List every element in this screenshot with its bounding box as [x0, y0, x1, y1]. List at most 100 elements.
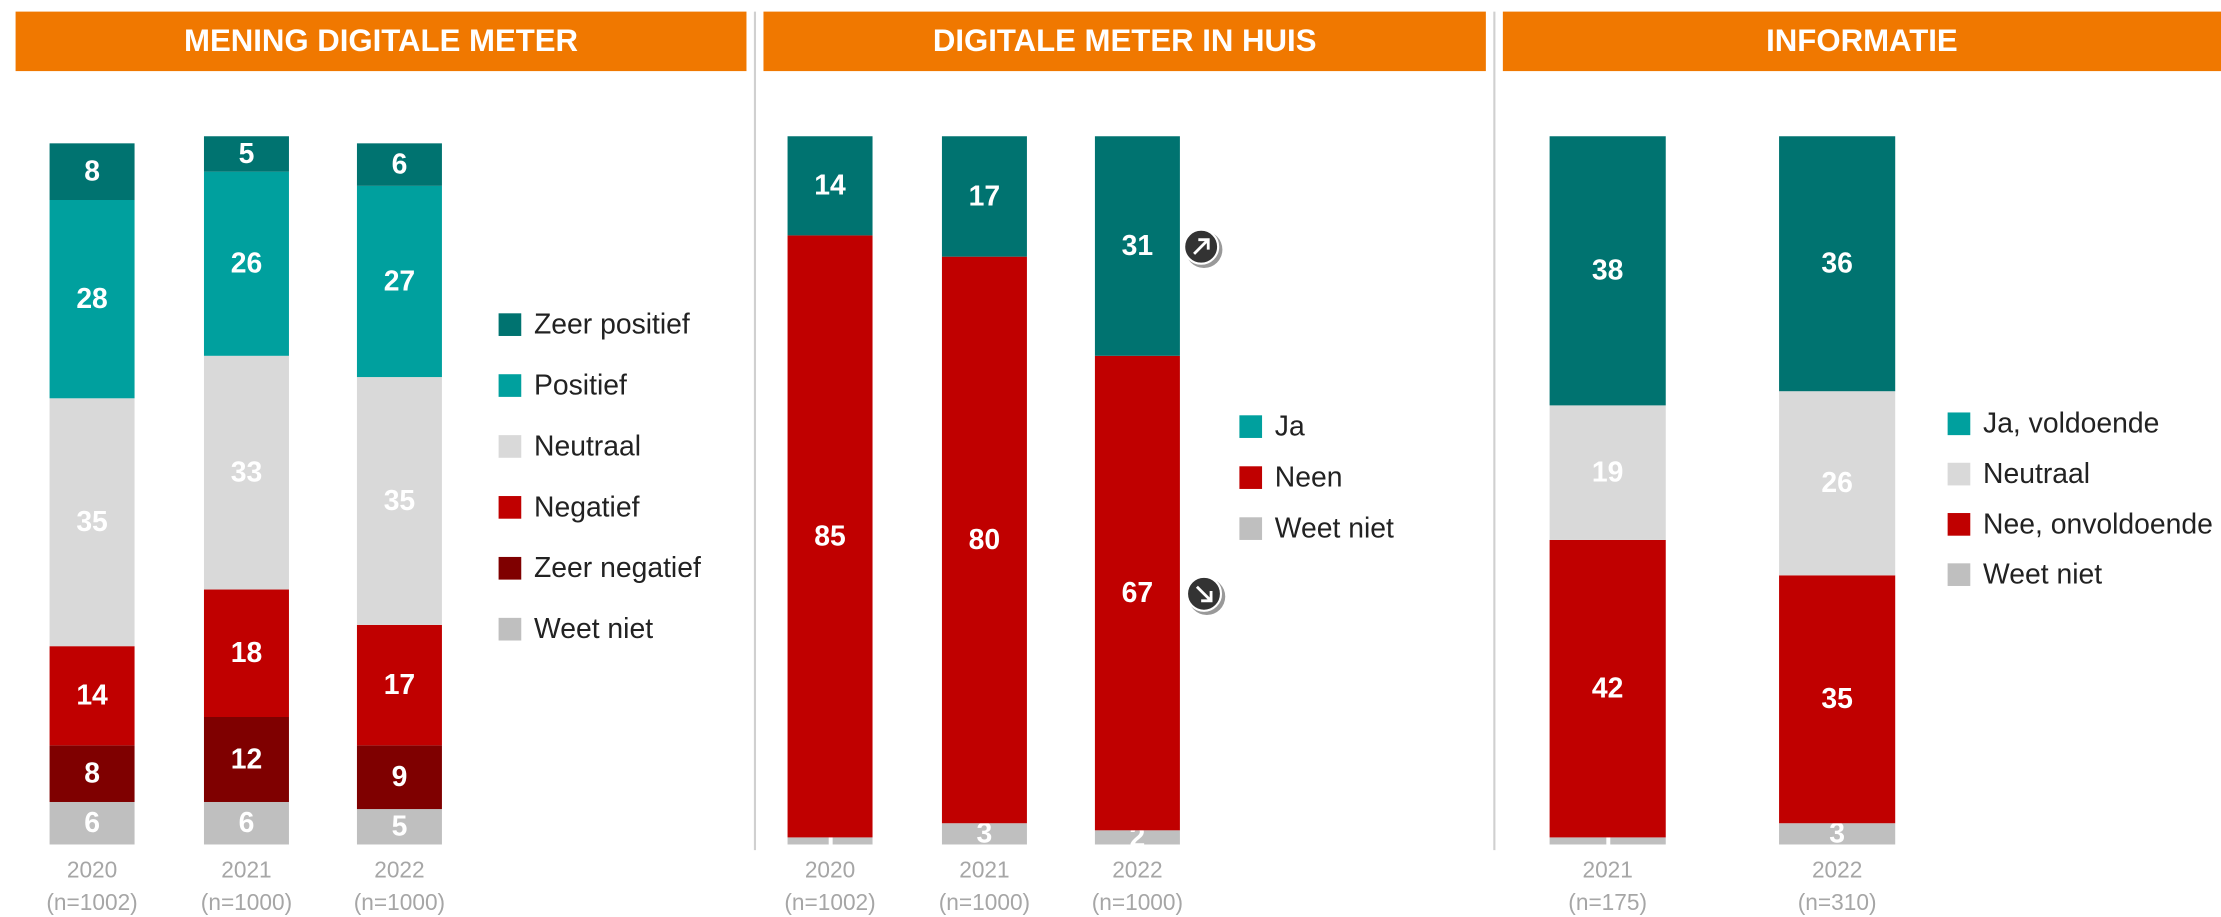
legend-swatch: [498, 435, 522, 458]
legend-swatch: [1239, 466, 1263, 489]
header-band: [1502, 11, 2221, 72]
data-label: 5: [392, 811, 408, 843]
bar-segment: [356, 745, 442, 810]
data-label: 35: [76, 506, 107, 538]
bar-segment: [941, 256, 1027, 824]
trend-down-icon: [1185, 575, 1226, 616]
data-label: 42: [1592, 673, 1624, 705]
data-label: 18: [231, 637, 262, 669]
chart-title: MENING DIGITALE METER: [184, 23, 578, 58]
bar-segment: [1549, 136, 1666, 406]
data-label: 38: [1592, 255, 1624, 287]
x-tick-label: 2021: [1582, 856, 1632, 882]
data-label: 80: [969, 524, 1001, 556]
data-label: 6: [239, 807, 255, 839]
legend-label: Weet niet: [534, 613, 653, 645]
chart-title: INFORMATIE: [1766, 23, 1958, 58]
header-band: [15, 11, 747, 72]
legend-label: Nee, onvoldoende: [1983, 508, 2213, 540]
bar-segment: [1779, 391, 1896, 576]
x-tick-note: (n=175): [1568, 889, 1647, 915]
legend-label: Zeer positief: [534, 309, 690, 341]
bar-segment: [203, 717, 289, 802]
x-tick-note: (n=1000): [201, 889, 292, 915]
x-tick-note: (n=1000): [354, 889, 445, 915]
bar-segment: [1549, 837, 1666, 845]
data-label: 36: [1821, 248, 1853, 280]
data-label: 17: [969, 180, 1001, 212]
legend-swatch: [498, 496, 522, 519]
data-label: 35: [1821, 683, 1853, 715]
data-label: 14: [814, 170, 846, 202]
legend-label: Neutraal: [1983, 458, 2090, 490]
x-tick-note: (n=310): [1798, 889, 1877, 915]
legend-swatch: [1947, 563, 1971, 586]
data-label: 3: [1829, 818, 1845, 850]
data-label: 8: [84, 156, 100, 188]
x-tick-label: 2022: [374, 856, 424, 882]
bar-segment: [787, 136, 873, 236]
bar-segment: [1094, 136, 1180, 356]
data-label: 33: [231, 457, 262, 489]
legend-label: Weet niet: [1983, 559, 2102, 591]
bar-segment: [356, 377, 442, 625]
bar-segment: [1549, 539, 1666, 838]
bar-segment: [203, 801, 289, 845]
bar-segment: [941, 823, 1027, 845]
legend-swatch: [498, 556, 522, 580]
legend-swatch: [1239, 415, 1263, 438]
bar-segment: [356, 624, 442, 746]
bar-segment: [1094, 830, 1180, 845]
legend-swatch: [1239, 517, 1263, 540]
legend-swatch: [1947, 412, 1971, 436]
bar-segment: [1094, 355, 1180, 831]
bar-segment: [1779, 823, 1896, 845]
data-label: 12: [231, 743, 262, 775]
bar-segment: [941, 136, 1027, 257]
data-label: 26: [231, 248, 262, 280]
bar-segment: [49, 143, 135, 200]
legend-label: Neutraal: [534, 430, 641, 462]
bar-segment: [356, 143, 442, 186]
bar-segment: [1549, 405, 1666, 540]
data-label: 28: [76, 283, 107, 315]
x-tick-note: (n=1000): [939, 889, 1030, 915]
bar-segment: [203, 355, 289, 590]
bar-segment: [49, 646, 135, 746]
bar-segment: [203, 171, 289, 356]
data-label: 14: [76, 680, 108, 712]
legend-swatch: [498, 617, 522, 641]
data-label: 27: [384, 265, 416, 297]
data-label: 67: [1122, 577, 1154, 609]
x-tick-label: 2022: [1112, 856, 1162, 882]
legend-swatch: [498, 374, 522, 397]
bar-segment: [356, 185, 442, 378]
legend-label: Ja: [1275, 411, 1305, 443]
data-label: 6: [84, 807, 100, 839]
bar-segment: [356, 809, 442, 845]
legend-swatch: [1947, 513, 1971, 536]
header-band: [763, 11, 1486, 72]
bar-segment: [1779, 136, 1896, 392]
x-tick-label: 2022: [1812, 856, 1862, 882]
data-label: 3: [977, 818, 993, 850]
bar-segment: [49, 801, 135, 845]
x-tick-label: 2020: [805, 856, 855, 882]
bar-segment: [787, 837, 873, 845]
legend-label: Ja, voldoende: [1983, 408, 2159, 440]
bar-segment: [1779, 575, 1896, 824]
legend-label: Zeer negatief: [534, 552, 701, 584]
bar-segment: [203, 589, 289, 718]
bar-segment: [49, 398, 135, 647]
data-label: 8: [84, 758, 100, 790]
x-tick-note: (n=1002): [784, 889, 875, 915]
legend-swatch: [498, 313, 522, 336]
legend-label: Positief: [534, 369, 627, 401]
bar-segment: [49, 199, 135, 399]
data-label: 35: [384, 485, 416, 517]
data-label: 5: [239, 138, 255, 170]
legend-swatch: [1947, 462, 1971, 486]
data-label: 6: [392, 148, 408, 180]
x-tick-label: 2021: [221, 856, 271, 882]
